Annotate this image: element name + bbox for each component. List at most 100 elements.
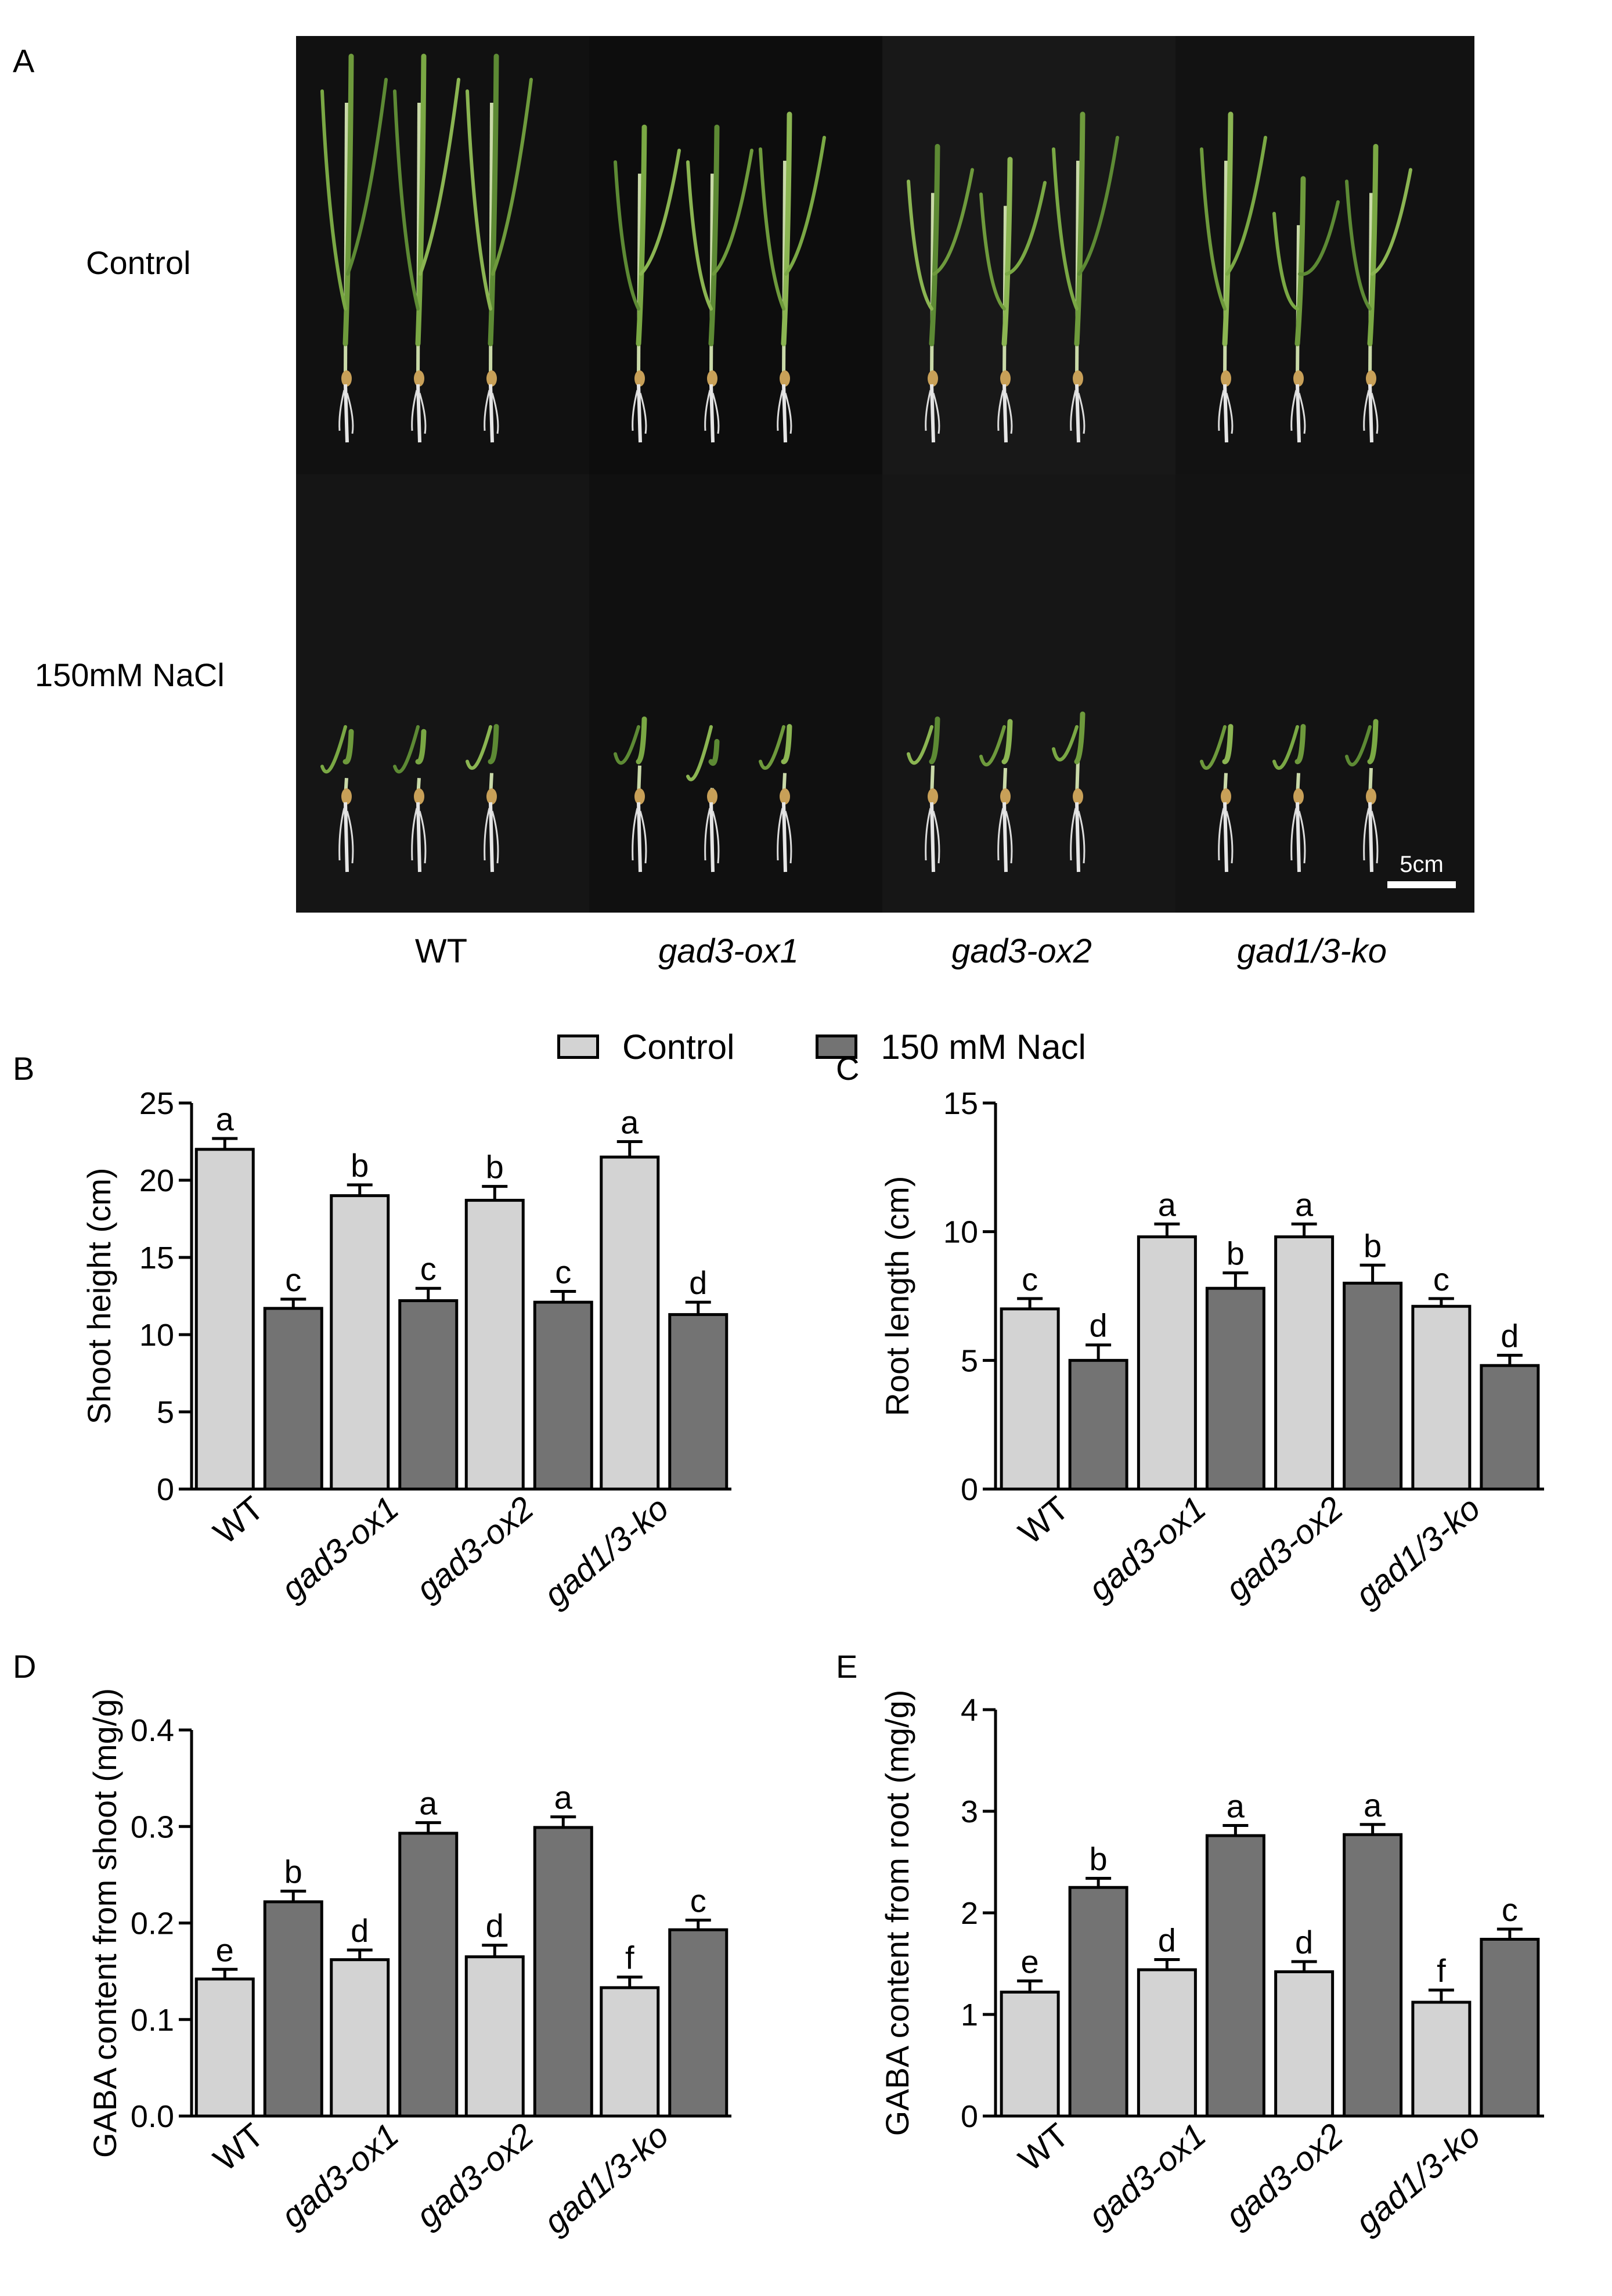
x-tick-label: gad3-ox1 xyxy=(1081,1489,1213,1608)
scale-bar-label: 5cm xyxy=(1400,852,1444,877)
significance-letter: b xyxy=(1364,1227,1382,1264)
significance-letter: d xyxy=(689,1264,707,1301)
significance-letter: a xyxy=(1364,1787,1382,1823)
bar-control xyxy=(1274,1970,1335,2118)
bar-nacl xyxy=(533,1826,593,2118)
bar-control xyxy=(1274,1235,1335,1491)
x-tick-label: gad3-ox1 xyxy=(1081,2116,1213,2235)
legend-label-control: Control xyxy=(622,1027,735,1066)
x-tick-label: gad3-ox2 xyxy=(409,2116,541,2235)
y-axis-label: GABA content from shoot (mg/g) xyxy=(86,1688,123,2158)
bar-control xyxy=(1137,1235,1197,1491)
bar-nacl xyxy=(1068,1358,1128,1491)
significance-letter: a xyxy=(554,1779,573,1816)
significance-letter: d xyxy=(1295,1924,1313,1960)
x-tick-label: WT xyxy=(1012,2116,1076,2179)
panel-letter-d: D xyxy=(13,1648,37,1685)
bar-nacl xyxy=(1205,1286,1265,1491)
y-tick-label: 0.4 xyxy=(131,1713,174,1748)
genotype-label-gad3-ox2: gad3-ox2 xyxy=(951,932,1092,970)
y-axis-label: Shoot height (cm) xyxy=(81,1168,117,1425)
bar-nacl xyxy=(263,1900,323,2118)
chart-root-length: Root length (cm) 0 5 10 15 c d WT a b gad3-ox1 a b ga… xyxy=(879,1086,1544,1614)
x-tick-label: gad1/3-ko xyxy=(537,2116,676,2241)
y-tick-label: 0.3 xyxy=(131,1810,174,1844)
seedling xyxy=(907,716,940,873)
seedling xyxy=(759,111,826,443)
significance-letter: e xyxy=(1021,1943,1039,1980)
chart-legend: Control 150 mM Nacl xyxy=(557,1026,1167,1067)
seedling xyxy=(979,157,1047,443)
seedling xyxy=(393,53,460,443)
seedling xyxy=(1052,111,1119,443)
significance-letter: c xyxy=(285,1261,301,1298)
significance-letter: c xyxy=(1502,1891,1518,1928)
genotype-label-gad1-3-ko: gad1/3-ko xyxy=(1237,932,1387,970)
seedling xyxy=(979,719,1013,873)
seedling xyxy=(614,124,681,443)
y-tick-label: 15 xyxy=(943,1086,978,1121)
panel-letter-b: B xyxy=(13,1050,35,1087)
bar-control xyxy=(464,1955,525,2118)
y-tick-label: 5 xyxy=(961,1343,978,1378)
y-tick-label: 10 xyxy=(943,1215,978,1250)
bar-control xyxy=(194,1977,255,2118)
genotype-label-gad3-ox1: gad3-ox1 xyxy=(658,932,799,970)
significance-letter: c xyxy=(555,1254,571,1291)
y-tick-label: 0.2 xyxy=(131,1906,174,1941)
significance-letter: c xyxy=(420,1250,437,1287)
y-tick-label: 15 xyxy=(139,1241,174,1275)
bar-control xyxy=(330,1194,390,1491)
seedling xyxy=(686,725,720,873)
y-tick-label: 10 xyxy=(139,1318,174,1353)
significance-letter: a xyxy=(621,1104,639,1141)
x-tick-label: WT xyxy=(207,2116,271,2179)
seedling xyxy=(1052,711,1086,873)
bar-nacl xyxy=(1068,1886,1128,2118)
seedling xyxy=(614,716,647,873)
bar-nacl xyxy=(263,1307,323,1491)
seedling xyxy=(1272,176,1340,443)
bar-control xyxy=(600,1155,660,1491)
seedling xyxy=(1200,111,1267,443)
row-label-control: Control xyxy=(86,244,191,281)
significance-letter: c xyxy=(1433,1261,1449,1297)
legend-swatch-nacl xyxy=(816,1035,858,1059)
bar-nacl xyxy=(1343,1833,1403,2118)
legend-label-nacl: 150 mM Nacl xyxy=(881,1027,1086,1066)
bar-control xyxy=(1000,1991,1060,2118)
chart-gaba-shoot: GABA content from shoot (mg/g) 0.0 0.1 0.2 0… xyxy=(86,1688,731,2241)
y-tick-label: 0.1 xyxy=(131,2003,174,2038)
significance-letter: f xyxy=(625,1940,634,1976)
legend-swatch-control xyxy=(557,1035,599,1059)
bar-control xyxy=(1137,1968,1197,2118)
y-tick-label: 0 xyxy=(961,2099,978,2134)
bar-control xyxy=(464,1199,525,1491)
significance-letter: a xyxy=(419,1785,438,1822)
seedling xyxy=(686,124,753,443)
bar-control xyxy=(600,1986,660,2118)
panel-letter-c: C xyxy=(836,1050,860,1087)
x-tick-label: WT xyxy=(1012,1489,1076,1552)
y-tick-label: 0.0 xyxy=(131,2099,174,2134)
x-tick-label: gad3-ox2 xyxy=(1218,2116,1350,2235)
significance-letter: b xyxy=(1227,1235,1245,1272)
y-tick-label: 1 xyxy=(961,1998,978,2032)
panel-letter-e: E xyxy=(836,1648,858,1685)
seedling-photo: 5cm xyxy=(296,36,1474,913)
significance-letter: d xyxy=(351,1912,369,1949)
seedling xyxy=(759,724,792,873)
y-tick-label: 25 xyxy=(139,1086,174,1121)
significance-letter: d xyxy=(1158,1922,1176,1959)
x-tick-label: gad3-ox2 xyxy=(409,1489,541,1608)
genotype-label-wt: WT xyxy=(414,932,468,970)
seedling xyxy=(1345,719,1379,873)
y-tick-label: 5 xyxy=(157,1395,174,1430)
significance-letter: a xyxy=(1158,1186,1177,1223)
x-tick-label: gad3-ox1 xyxy=(274,1489,406,1608)
bar-nacl xyxy=(1480,1364,1540,1491)
significance-letter: d xyxy=(486,1908,504,1944)
significance-letter: b xyxy=(284,1854,302,1890)
significance-letter: c xyxy=(1022,1261,1038,1297)
seedling xyxy=(393,725,427,873)
